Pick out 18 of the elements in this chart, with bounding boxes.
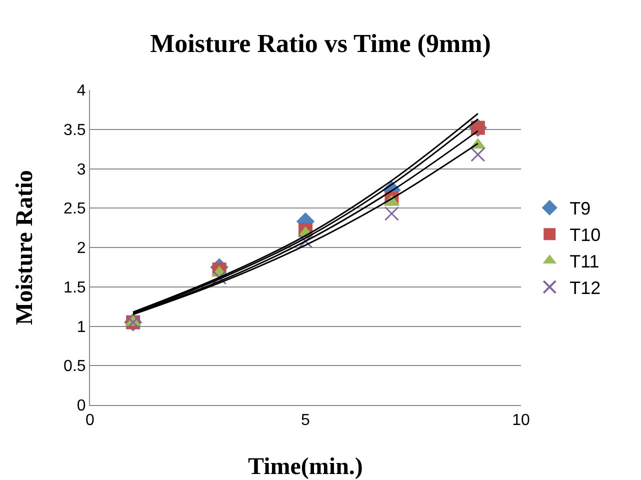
y-tick-label: 3 <box>76 161 86 178</box>
x-tick-label: 5 <box>301 412 310 430</box>
y-tick-label: 0.5 <box>64 358 86 376</box>
y-tick-label: 2.5 <box>64 200 86 218</box>
y-tick-label: 1 <box>76 318 86 336</box>
y-tick-label: 3.5 <box>64 122 86 139</box>
y-tick-label: 1.5 <box>64 279 86 296</box>
legend-label: T10 <box>570 225 601 246</box>
y-tick-label: 2 <box>76 240 86 258</box>
x-tick-label: 10 <box>512 412 530 430</box>
legend-label: T11 <box>570 252 600 272</box>
x-axis-title: Time(min.) <box>248 454 363 480</box>
legend-label: T12 <box>570 278 601 298</box>
y-axis-title: Moisture Ratio <box>12 170 38 325</box>
y-tick-label: 4 <box>76 82 86 100</box>
chart-title: Moisture Ratio vs Time (9mm) <box>150 28 491 58</box>
legend-label: T9 <box>570 198 591 219</box>
y-tick-label: 0 <box>76 398 86 415</box>
